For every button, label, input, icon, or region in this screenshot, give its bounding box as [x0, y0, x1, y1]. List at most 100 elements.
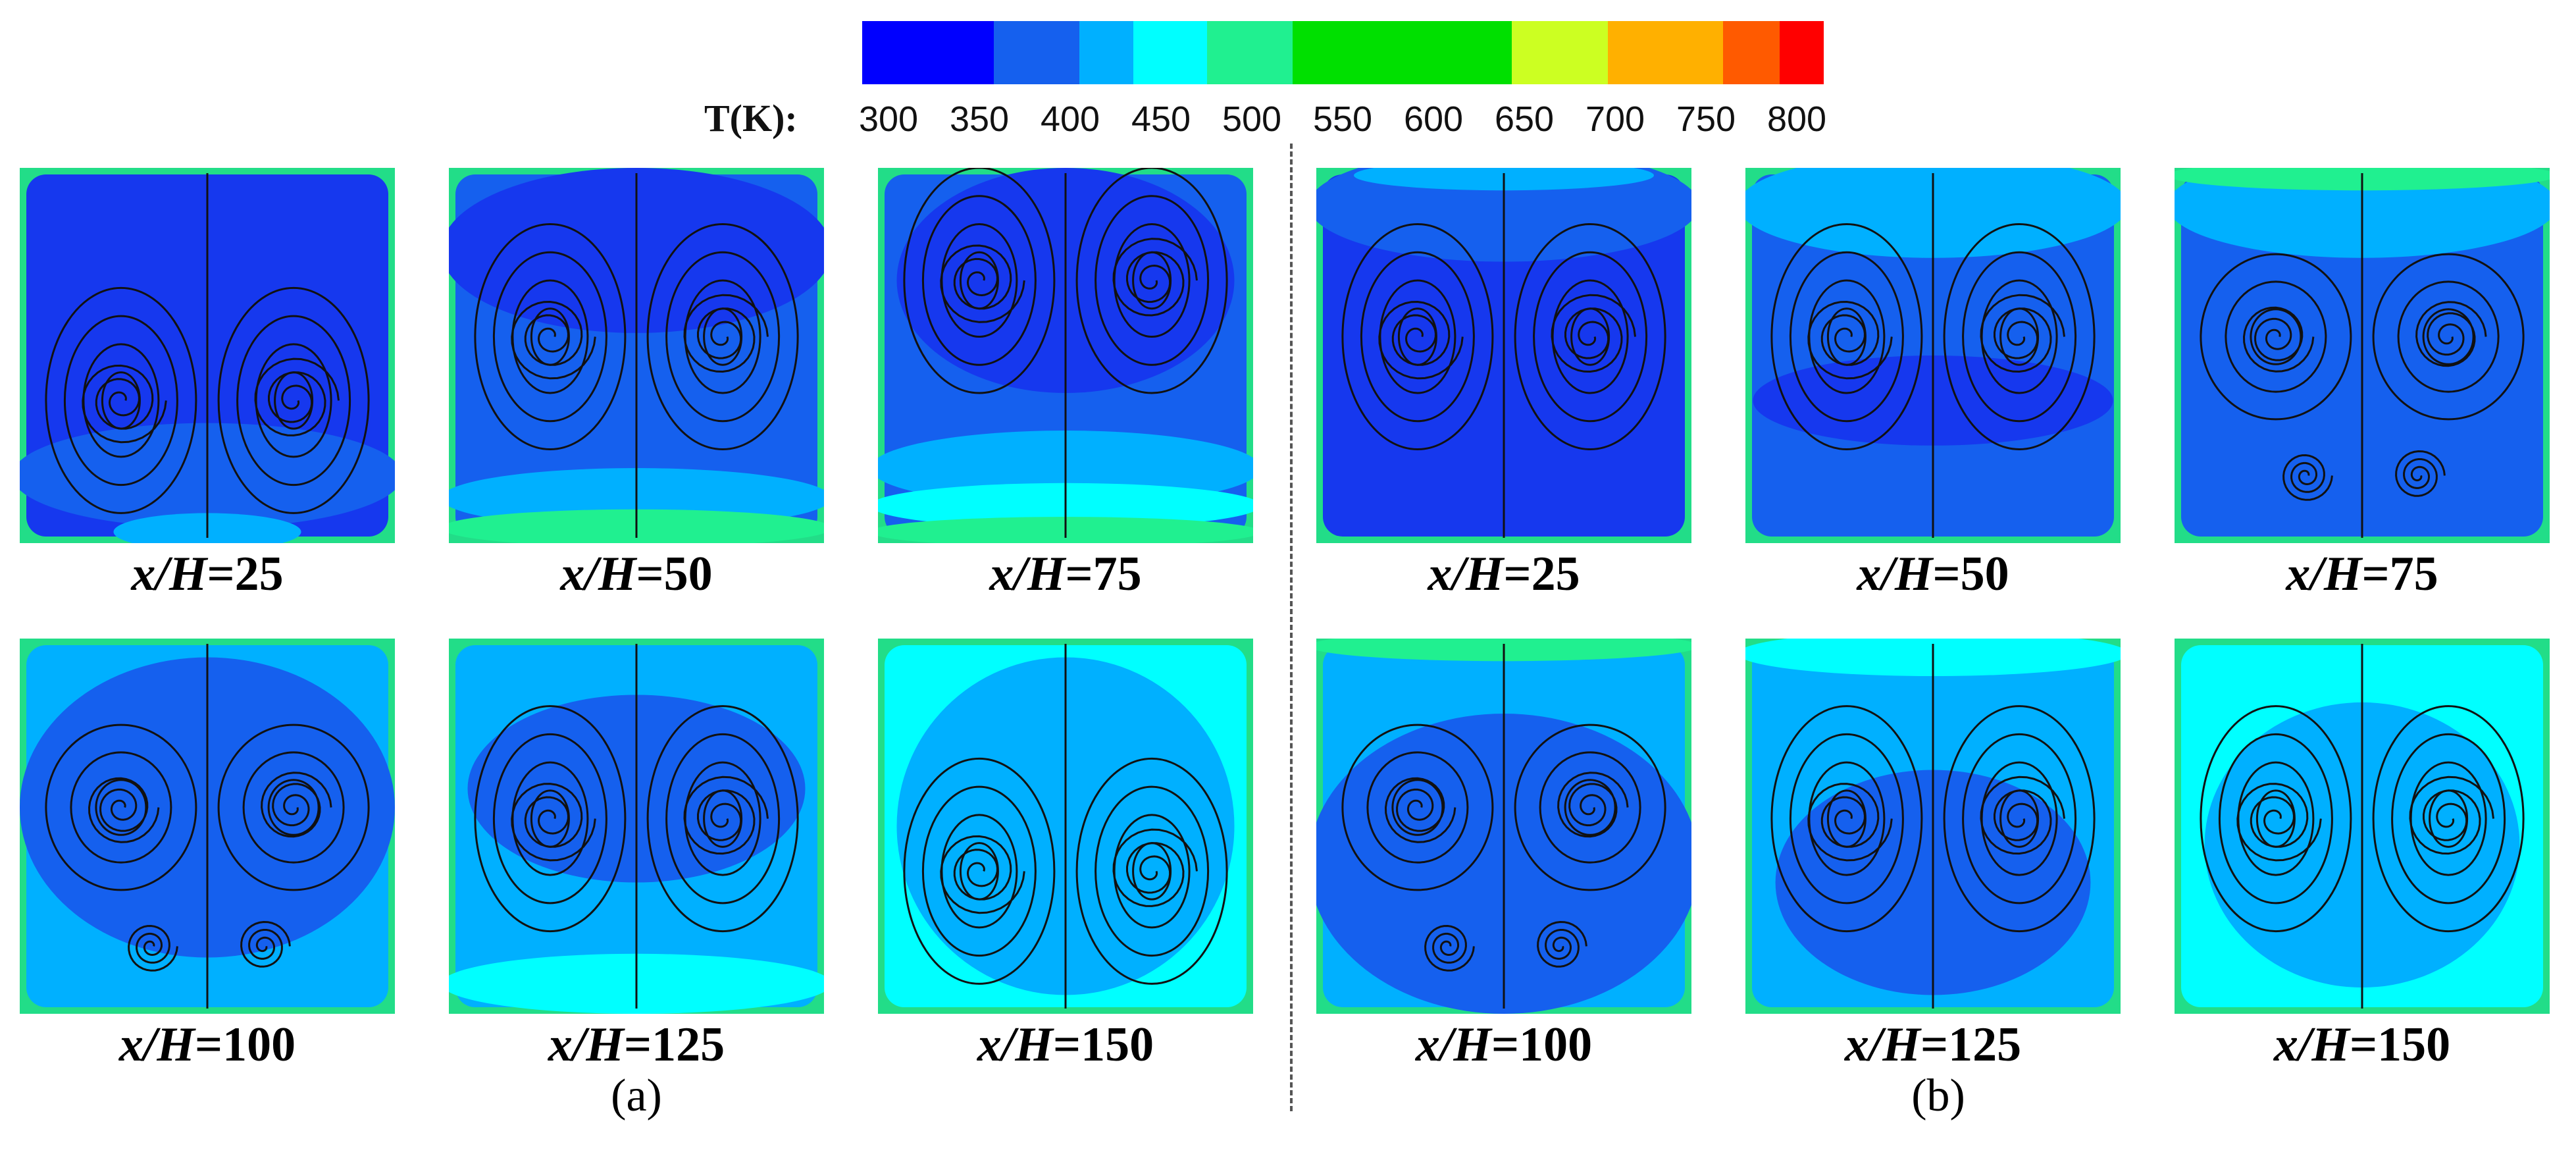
streamline [921, 195, 1037, 366]
streamline [95, 779, 147, 836]
colorbar-tick-label: 600 [1403, 99, 1464, 139]
streamline [1564, 779, 1616, 836]
streamline [1095, 195, 1210, 366]
caption-variable: x/H [131, 547, 207, 601]
subfigure-label: (a) [611, 1070, 662, 1121]
caption-value: =100 [194, 1018, 296, 1072]
temperature-contour-panel [449, 639, 824, 1014]
streamlines [1770, 644, 2096, 1009]
streamline [2236, 783, 2322, 862]
colorbar-tick-label: 500 [1222, 99, 1282, 139]
streamline [45, 286, 197, 514]
contour-plot [20, 639, 395, 1014]
streamline [921, 785, 1037, 957]
contour-plot [2175, 168, 2550, 543]
streamline [1366, 751, 1469, 864]
streamline [82, 364, 167, 444]
caption-value: =125 [623, 1018, 725, 1072]
contour-plot [1745, 168, 2121, 543]
streamline [217, 286, 370, 514]
streamline [2200, 253, 2352, 421]
streamlines [903, 168, 1228, 538]
temperature-contour-panel [878, 639, 1253, 1014]
temperature-colorbar: T(K): 300 350 400 450 500 550 600 650 700 750 800 [704, 18, 1826, 140]
panel-caption: x/H=25 [1316, 546, 1691, 602]
temperature-contour-panel [878, 168, 1253, 543]
colorbar-segment [1133, 21, 1208, 84]
caption-value: =125 [1920, 1018, 2022, 1072]
caption-variable: x/H [1857, 547, 1933, 601]
streamline [1424, 924, 1475, 972]
panel-caption: x/H=50 [449, 546, 824, 602]
streamline [1112, 238, 1198, 317]
streamline [2372, 253, 2525, 421]
colorbar-segment [1780, 21, 1824, 84]
streamline [492, 251, 607, 423]
streamline [940, 244, 1025, 323]
temperature-contour-panel [449, 168, 824, 543]
caption-variable: x/H [548, 1018, 624, 1072]
streamline [2250, 308, 2302, 365]
streamlines [474, 644, 799, 1009]
streamlines [1770, 173, 2096, 538]
caption-value: =25 [1503, 547, 1580, 601]
streamline [1807, 783, 1893, 862]
colorbar-tick-label: 350 [949, 99, 1010, 139]
streamline [1514, 223, 1666, 450]
streamline [474, 705, 627, 933]
streamline [1551, 294, 1636, 373]
caption-value: =75 [1065, 547, 1142, 601]
streamline [1341, 723, 1494, 891]
streamline [646, 705, 799, 933]
streamline [940, 835, 1025, 914]
streamline [1539, 751, 1641, 864]
streamline [646, 223, 799, 450]
streamline [1770, 705, 1923, 933]
streamline [236, 315, 351, 486]
streamline [665, 733, 781, 905]
colorbar-segment [1293, 21, 1512, 84]
streamline [903, 757, 1056, 985]
colorbar-tick-label: 550 [1312, 99, 1373, 139]
streamline [1980, 775, 2065, 855]
panel-caption: x/H=100 [1316, 1017, 1691, 1073]
group-divider [1290, 144, 1293, 1111]
streamline [1807, 300, 1893, 380]
caption-value: =50 [1932, 547, 2009, 601]
streamline [1533, 251, 1648, 423]
panel-caption: x/H=125 [1745, 1017, 2121, 1073]
streamline [217, 723, 370, 891]
panel-caption: x/H=75 [2175, 546, 2550, 602]
streamlines [1341, 644, 1666, 1009]
streamline [2225, 280, 2327, 393]
colorbar-tick-label: 450 [1131, 99, 1191, 139]
panel-caption: x/H=150 [878, 1017, 1253, 1073]
caption-variable: x/H [560, 547, 636, 601]
colorbar-segment [1723, 21, 1781, 84]
streamlines [903, 644, 1228, 1009]
streamline [1962, 733, 2077, 905]
colorbar-segment [862, 21, 995, 84]
colorbar-tick-label: 700 [1585, 99, 1645, 139]
colorbar-segment [994, 21, 1080, 84]
streamline [1789, 733, 1904, 905]
streamline [1341, 223, 1494, 450]
streamline [1360, 251, 1475, 423]
panel-caption: x/H=50 [1745, 546, 2121, 602]
subfigure-label: (b) [1911, 1070, 1965, 1121]
streamline [2422, 308, 2475, 365]
caption-value: =50 [636, 547, 713, 601]
streamlines [45, 644, 370, 1009]
temperature-contour-panel [1745, 639, 2121, 1014]
panel-caption: x/H=150 [2175, 1017, 2550, 1073]
contour-plot [878, 168, 1253, 543]
streamline [45, 723, 197, 891]
caption-value: =150 [1052, 1018, 1154, 1072]
panel-caption: x/H=75 [878, 546, 1253, 602]
temperature-contour-panel [20, 168, 395, 543]
colorbar-tick-label: 800 [1766, 99, 1827, 139]
colorbar-segment [1207, 21, 1294, 84]
streamline [88, 777, 160, 843]
colorbar-tick-label: 750 [1676, 99, 1736, 139]
caption-value: =75 [2361, 547, 2438, 601]
